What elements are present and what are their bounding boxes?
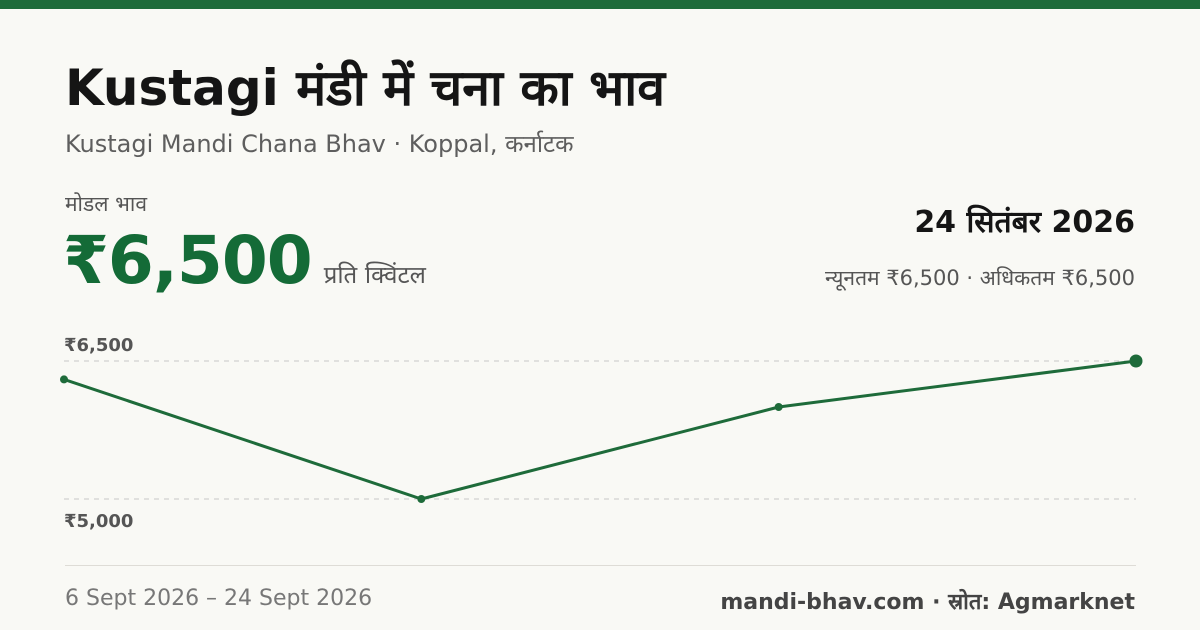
latest-data-point [1129, 354, 1143, 368]
top-accent-bar [0, 0, 1200, 9]
y-tick-label: ₹5,000 [64, 511, 133, 532]
data-points [60, 354, 1143, 503]
price-unit: प्रति क्विंटल [323, 261, 426, 289]
page-subtitle: Kustagi Mandi Chana Bhav · Koppal, कर्ना… [65, 130, 574, 158]
page-title: Kustagi मंडी में चना का भाव [65, 59, 666, 117]
source-credit: mandi-bhav.com · स्रोत: Agmarknet [720, 590, 1135, 615]
footer-divider [65, 565, 1136, 566]
date-range-period: 6 Sept 2026 – 24 Sept 2026 [65, 586, 373, 611]
modal-price-label: मोडल भाव [65, 192, 148, 216]
y-tick-label: ₹6,500 [64, 335, 133, 356]
gridlines [64, 360, 1136, 500]
data-point [774, 403, 783, 411]
min-max-range: न्यूनतम ₹6,500 · अधिकतम ₹6,500 [825, 266, 1135, 290]
price-series-line [62, 359, 1138, 501]
modal-price-value: ₹6,500 [63, 222, 313, 299]
y-axis-ticks: ₹6,500 ₹5,000 [64, 335, 133, 532]
price-row: ₹6,500 प्रति क्विंटल [63, 222, 426, 299]
data-point [60, 375, 68, 384]
data-point [417, 495, 426, 503]
price-date: 24 सितंबर 2026 [914, 205, 1135, 240]
